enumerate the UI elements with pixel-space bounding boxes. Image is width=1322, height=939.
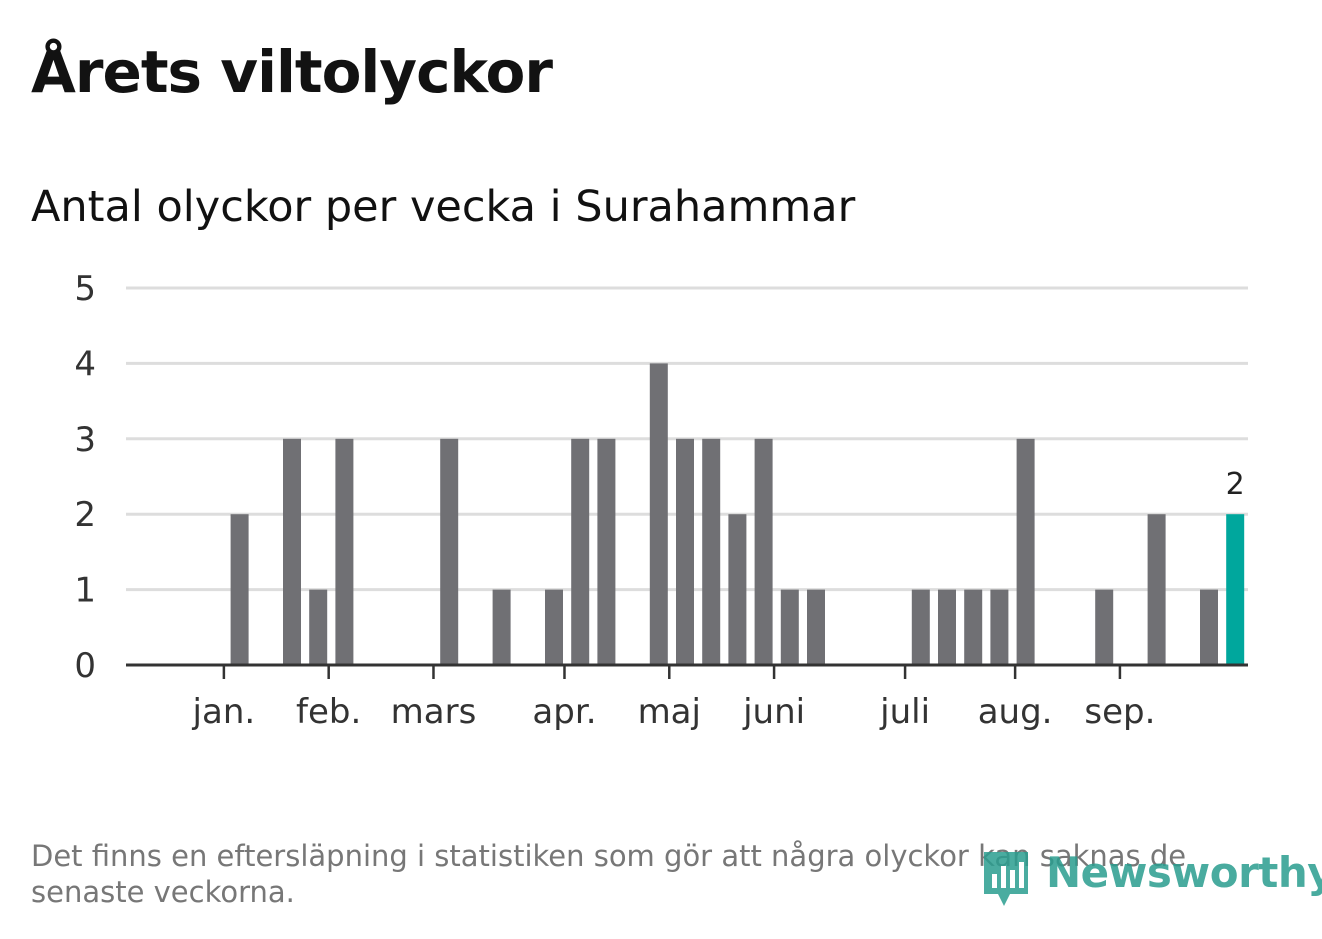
- bar: [309, 589, 328, 665]
- bar: [492, 589, 511, 665]
- bar-chart: 0 1 2 3 4 5 jan. feb. mars apr. maj juni juli aug. se…: [74, 269, 1248, 732]
- x-tick-label: feb.: [296, 692, 361, 732]
- y-tick-label: 0: [74, 646, 96, 686]
- x-tick-label: jan.: [192, 692, 256, 732]
- y-tick-label: 3: [74, 420, 96, 460]
- y-tick-label: 2: [74, 495, 96, 535]
- bar: [571, 438, 590, 665]
- newsworthy-logo-icon: [984, 852, 1028, 906]
- chart-subtitle: Antal olyckor per vecka i Surahammar: [31, 182, 856, 232]
- y-tick-label: 4: [74, 344, 96, 384]
- bar: [283, 438, 301, 665]
- bar: [1095, 589, 1114, 665]
- bar: [728, 514, 747, 665]
- brand-logo: Newsworthy: [980, 848, 1322, 912]
- bar-highlight: [1226, 514, 1245, 665]
- bar: [807, 589, 825, 665]
- y-tick-label: 5: [74, 269, 96, 309]
- y-axis-ticks: 0 1 2 3 4 5: [74, 269, 96, 686]
- bar: [230, 514, 249, 665]
- bar: [1016, 438, 1035, 665]
- bar: [335, 438, 354, 665]
- x-tick-label: maj: [638, 692, 701, 732]
- bar: [1200, 589, 1218, 665]
- bar: [911, 589, 930, 665]
- data-labels: 2: [1226, 467, 1245, 502]
- bar: [990, 589, 1009, 665]
- x-tick-label: juli: [879, 692, 930, 732]
- bar: [780, 589, 799, 665]
- x-tick-label: aug.: [978, 692, 1053, 732]
- bar: [938, 589, 956, 665]
- bar: [702, 438, 721, 665]
- data-label-latest: 2: [1226, 467, 1245, 502]
- bar: [964, 589, 983, 665]
- bar: [676, 438, 694, 665]
- bar: [597, 438, 616, 665]
- bar: [440, 438, 459, 665]
- x-tick-label: mars: [391, 692, 477, 732]
- bars: [230, 363, 1245, 665]
- chart-title: Årets viltolyckor: [31, 38, 553, 106]
- x-tick-label: apr.: [532, 692, 596, 732]
- bar: [1147, 514, 1166, 665]
- x-axis-ticks: jan. feb. mars apr. maj juni juli aug. sep.: [192, 665, 1155, 732]
- brand-name: Newsworthy: [1046, 848, 1322, 897]
- x-tick-label: sep.: [1084, 692, 1155, 732]
- y-tick-label: 1: [74, 571, 96, 611]
- x-tick-label: juni: [742, 692, 805, 732]
- bar: [545, 589, 563, 665]
- bar: [754, 438, 773, 665]
- bar: [649, 363, 668, 665]
